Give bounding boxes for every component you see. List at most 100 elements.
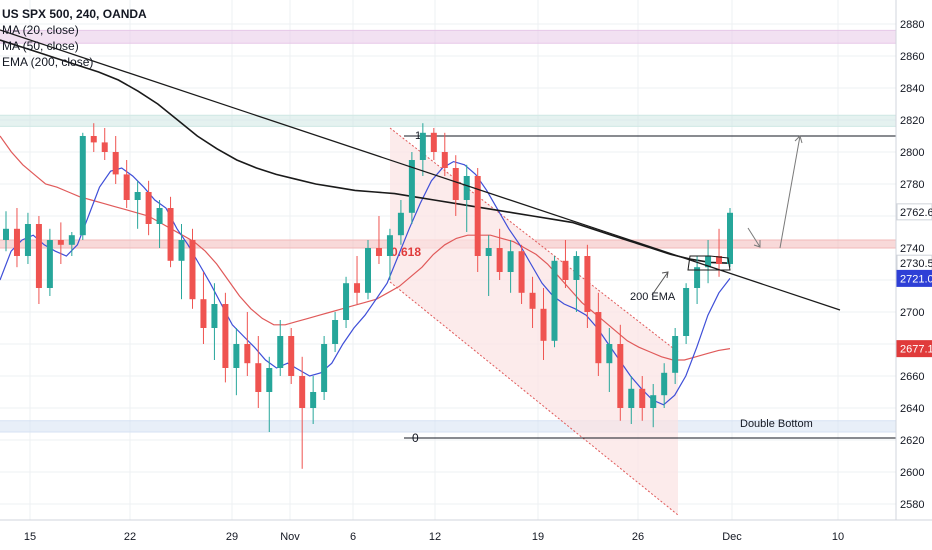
resistance-zone-top	[0, 30, 896, 44]
x-tick-label: 12	[429, 531, 441, 543]
ma50-line	[0, 135, 731, 361]
price-label-box	[896, 269, 932, 287]
channel-upper-line	[389, 127, 679, 353]
y-tick-label: 2660	[900, 371, 924, 383]
price-label-text: 2721.0	[900, 273, 932, 285]
candle-body	[365, 248, 371, 293]
candle-body	[705, 256, 712, 268]
candle-body	[35, 224, 42, 288]
support-zone-2630	[0, 420, 896, 432]
candle-body	[57, 240, 64, 245]
candle-body	[727, 212, 733, 264]
candle-body	[222, 304, 229, 368]
x-tick-label: 29	[226, 531, 238, 543]
candle-body	[167, 208, 174, 261]
candle-body	[101, 142, 108, 152]
candle-body	[397, 212, 404, 236]
candle-body	[24, 224, 31, 256]
fib-label-1: 1	[415, 130, 421, 142]
price-label-text: 2730.5	[900, 258, 932, 270]
candle-body	[595, 312, 602, 364]
time-axis[interactable]: 15 22 29 Nov 6 12 19 26 Dec 10	[0, 519, 932, 543]
candle-body	[255, 363, 262, 392]
candle-body	[211, 304, 218, 328]
candle-body	[134, 192, 141, 200]
candle-body	[79, 136, 86, 236]
candle-body	[375, 248, 382, 256]
descending-trendline	[0, 29, 841, 311]
retest-arrow	[747, 227, 761, 248]
y-tick-label: 2600	[900, 467, 924, 479]
candle-body	[672, 336, 679, 373]
candle-body	[408, 160, 415, 213]
descending-channel	[389, 127, 679, 516]
candle-body	[716, 256, 723, 264]
fib-label-0618: 0.618	[391, 245, 421, 259]
candle-body	[68, 235, 75, 245]
candle-body	[354, 283, 361, 293]
x-tick-label: 22	[124, 531, 136, 543]
candle-body	[529, 292, 536, 309]
candle-body	[90, 136, 97, 143]
fib-label-0: 0	[412, 431, 419, 445]
candle-body	[13, 228, 20, 256]
candle-body	[189, 240, 196, 300]
chart-legend: US SPX 500, 240, OANDA MA (20, close) MA…	[0, 6, 147, 70]
price-label-box	[896, 203, 932, 221]
candle-body	[584, 256, 591, 312]
channel-lower-line	[389, 281, 679, 516]
candle-body	[123, 174, 130, 200]
y-tick-label: 2840	[900, 83, 924, 95]
x-tick-label: 15	[24, 531, 36, 543]
candle-body	[683, 288, 690, 336]
ema-arrow	[651, 271, 669, 296]
resistance-zone-2820	[0, 115, 896, 127]
candle-body	[617, 344, 624, 408]
ema200-line	[0, 39, 731, 264]
price-labels: 2762.6 2730.5 2721.0 2677.1	[896, 203, 932, 358]
candle-body	[332, 320, 339, 344]
price-label-text: 2762.6	[900, 207, 932, 219]
candle-body	[661, 372, 668, 396]
candle-body	[628, 388, 635, 408]
candle-body	[46, 240, 53, 288]
candle-body	[112, 152, 119, 175]
double-bottom-marker	[687, 255, 731, 271]
legend-ma20: MA (20, close)	[2, 23, 79, 37]
projection-arrow-head	[794, 135, 803, 144]
candle-body	[3, 228, 9, 240]
candle-body	[288, 336, 295, 376]
candle-body	[463, 176, 470, 200]
y-tick-label: 2620	[900, 435, 924, 447]
y-tick-label: 2800	[900, 147, 924, 159]
double-bottom-annotation: Double Bottom	[740, 418, 813, 430]
candle-body	[507, 251, 514, 272]
ema-annotation: 200 EMA	[630, 291, 676, 303]
candle-body	[299, 376, 306, 408]
candle-body	[639, 388, 646, 408]
candlesticks	[3, 123, 733, 469]
candle-body	[485, 248, 492, 256]
candle-body	[343, 283, 350, 320]
candle-body	[430, 132, 437, 152]
candle-body	[650, 395, 657, 408]
candle-body	[156, 208, 163, 224]
candle-body	[496, 248, 503, 272]
y-tick-label: 2740	[900, 243, 924, 255]
x-tick-label: 10	[832, 531, 844, 543]
candle-body	[573, 256, 580, 280]
candle-body	[200, 299, 207, 328]
candle-body	[441, 152, 448, 168]
candle-body	[310, 392, 317, 408]
candle-body	[266, 368, 273, 392]
candle-body	[321, 344, 328, 392]
x-tick-label: Nov	[280, 531, 300, 543]
candle-body	[419, 132, 426, 160]
candle-body	[562, 260, 569, 280]
candle-body	[540, 308, 547, 341]
candle-body	[694, 267, 701, 288]
y-tick-label: 2880	[900, 19, 924, 31]
candle-body	[386, 235, 393, 256]
candle-body	[145, 192, 152, 224]
